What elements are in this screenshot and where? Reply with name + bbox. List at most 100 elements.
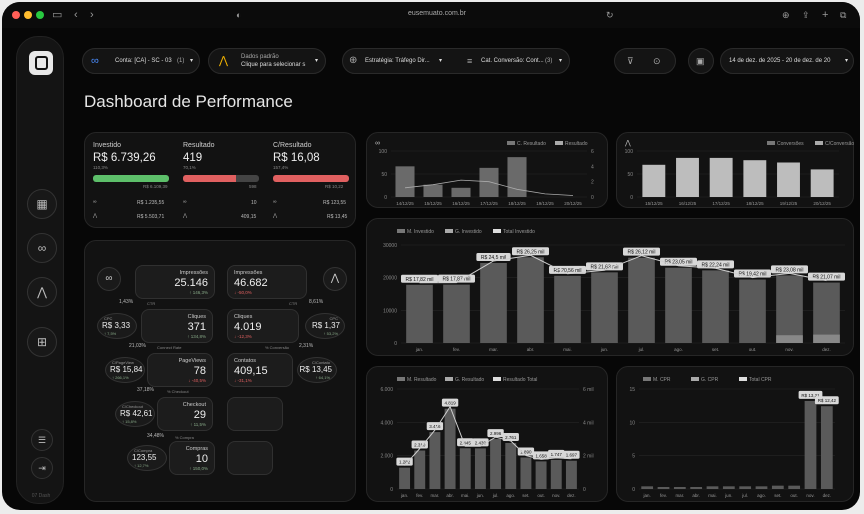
rate-label: CTR bbox=[289, 301, 298, 306]
x-tick-label: abr. bbox=[692, 493, 700, 498]
resultado-meta: 598 bbox=[249, 184, 257, 189]
logout-icon[interactable]: ⇥ bbox=[31, 457, 53, 479]
x-tick-label: jul. bbox=[638, 347, 645, 352]
logo-icon[interactable] bbox=[29, 51, 53, 75]
forward-icon[interactable]: › bbox=[90, 9, 94, 21]
version-label: 07 Dash bbox=[31, 493, 51, 499]
bar bbox=[399, 467, 411, 489]
y-tick-label: 20000 bbox=[383, 276, 397, 282]
data-label-bg bbox=[502, 432, 519, 441]
x-tick-label: 17/12/25 bbox=[712, 201, 730, 206]
data-label: R$ 17,87 mil bbox=[442, 277, 470, 283]
rate-label: CTR bbox=[147, 301, 156, 306]
funnel-label: Cliques bbox=[187, 314, 206, 320]
conversion-filter[interactable]: Cat. Conversão: Cont... bbox=[481, 58, 544, 64]
back-icon[interactable]: ‹ bbox=[74, 9, 78, 21]
data-label-bg bbox=[623, 247, 660, 256]
x-tick-label: jul. bbox=[741, 493, 748, 498]
data-label: 2.439 bbox=[475, 440, 487, 445]
funnel-value: 4.019 bbox=[234, 321, 262, 333]
y-tick-label: 5 bbox=[632, 454, 635, 460]
funnel-value: 371 bbox=[187, 321, 206, 333]
reload-icon[interactable]: ↻ bbox=[606, 10, 614, 20]
x-tick-label: 19/12/25 bbox=[536, 201, 554, 206]
strategy-filter[interactable]: Estratégia: Tráfego Dir... bbox=[365, 58, 430, 64]
x-tick-label: jun. bbox=[600, 347, 608, 352]
bar bbox=[423, 184, 443, 197]
data-label: 1.697 bbox=[566, 453, 578, 458]
bar bbox=[702, 270, 729, 343]
data-label-bg bbox=[401, 274, 438, 283]
investido-meta-value: R$ 1.235,55 bbox=[137, 200, 165, 206]
bar bbox=[406, 284, 433, 343]
investido-meta: R$ 6.109,39 bbox=[143, 184, 168, 189]
dashboard-icon[interactable]: ▦ bbox=[27, 189, 57, 219]
google-ads-filter[interactable]: ⋀ Dados padrão Clique para selecionar s … bbox=[208, 48, 326, 74]
funnel-delta: ↓ -40,5% bbox=[188, 378, 206, 383]
x-tick-label: 15/12/25 bbox=[424, 201, 442, 206]
bar bbox=[505, 442, 517, 489]
data-label: R$ 26,25 mil bbox=[516, 249, 544, 255]
funnel-delta: ↓ -50,0% bbox=[234, 290, 252, 295]
data-label-bg bbox=[549, 265, 586, 274]
maximize-window-button[interactable] bbox=[36, 11, 44, 19]
account-filter[interactable]: ∞ Conta: [CA] - SC - 03 (1) ▾ bbox=[82, 48, 200, 74]
x-tick-label: out. bbox=[790, 493, 798, 498]
bar bbox=[755, 486, 768, 489]
x-tick-label: 16/12/25 bbox=[452, 201, 470, 206]
data-label-bg bbox=[411, 440, 428, 449]
google-ads-icon[interactable]: ⋀ bbox=[27, 277, 57, 307]
cost-label: C/PageView bbox=[112, 360, 134, 365]
address-bar[interactable]: eusemuato.com.br bbox=[408, 10, 466, 17]
data-label: R$ 21,63 mil bbox=[590, 264, 618, 270]
data-label-bg bbox=[548, 449, 565, 458]
x-tick-label: out. bbox=[537, 493, 545, 498]
rate-value: 1,43% bbox=[119, 299, 134, 305]
y-tick-label: 10 bbox=[629, 420, 635, 426]
funnel-label: Impressões bbox=[234, 270, 263, 276]
y-tick-label: 0 bbox=[390, 487, 393, 493]
new-tab-icon[interactable]: + bbox=[822, 9, 829, 21]
y2-tick-label: 6 mil bbox=[583, 387, 594, 393]
chevron-down-icon: ▾ bbox=[845, 58, 849, 64]
privacy-shield-icon[interactable]: ◐ bbox=[236, 10, 242, 20]
bar bbox=[535, 461, 547, 489]
x-tick-label: nov. bbox=[806, 493, 814, 498]
data-label-bg bbox=[771, 265, 808, 274]
cost-delta: ↑ 266,1% bbox=[112, 375, 129, 380]
x-tick-label: mai. bbox=[563, 347, 572, 352]
x-tick-label: 14/12/25 bbox=[396, 201, 414, 206]
tabs-overview-icon[interactable]: ⧉ bbox=[840, 10, 847, 20]
investido-progress bbox=[93, 175, 169, 182]
legend-swatch bbox=[493, 229, 501, 233]
database-icon[interactable]: ☰ bbox=[31, 429, 53, 451]
y-tick-label: 50 bbox=[381, 172, 387, 178]
data-label: R$ 22,24 mil bbox=[701, 262, 729, 268]
account-filter-count: (1) bbox=[177, 58, 185, 64]
data-label: R$ 20,56 mil bbox=[553, 268, 581, 274]
add-tree-icon[interactable]: ⊞ bbox=[27, 327, 57, 357]
funnel-value: 78 bbox=[193, 365, 206, 377]
data-label: 2.445 bbox=[460, 440, 472, 445]
filter-clear-icon[interactable]: ⊽ bbox=[627, 56, 634, 66]
monthly-investment-card: M. Investido G. Investido Total Investido 0… bbox=[366, 218, 854, 356]
legend-swatch bbox=[445, 377, 453, 381]
calendar-button[interactable]: ▣ bbox=[688, 48, 714, 74]
x-tick-label: set. bbox=[712, 347, 719, 352]
date-range-picker[interactable]: 14 de dez. de 2025 - 20 de dez. de 20 ▾ bbox=[720, 48, 854, 74]
google-ads-icon: ⋀ bbox=[323, 267, 347, 291]
save-icon[interactable]: ⊙ bbox=[653, 56, 661, 66]
minimize-window-button[interactable] bbox=[24, 11, 32, 19]
data-label-bg bbox=[814, 396, 839, 405]
download-icon[interactable]: ⊕ bbox=[782, 10, 790, 20]
date-range-value: 14 de dez. de 2025 - 20 de dez. de 20 bbox=[729, 58, 831, 64]
sidebar-toggle-icon[interactable]: ▭ bbox=[52, 9, 63, 21]
google-ads-icon: ⋀ bbox=[183, 213, 188, 219]
close-window-button[interactable] bbox=[12, 11, 20, 19]
y2-tick-label: 0 bbox=[583, 487, 586, 493]
google-ads-icon: ⋀ bbox=[219, 55, 229, 67]
meta-icon[interactable]: ∞ bbox=[27, 233, 57, 263]
cost-badge: C/Checkout R$ 42,61 ↑ 15,8% bbox=[115, 401, 155, 427]
share-icon[interactable]: ⇪ bbox=[802, 10, 810, 20]
